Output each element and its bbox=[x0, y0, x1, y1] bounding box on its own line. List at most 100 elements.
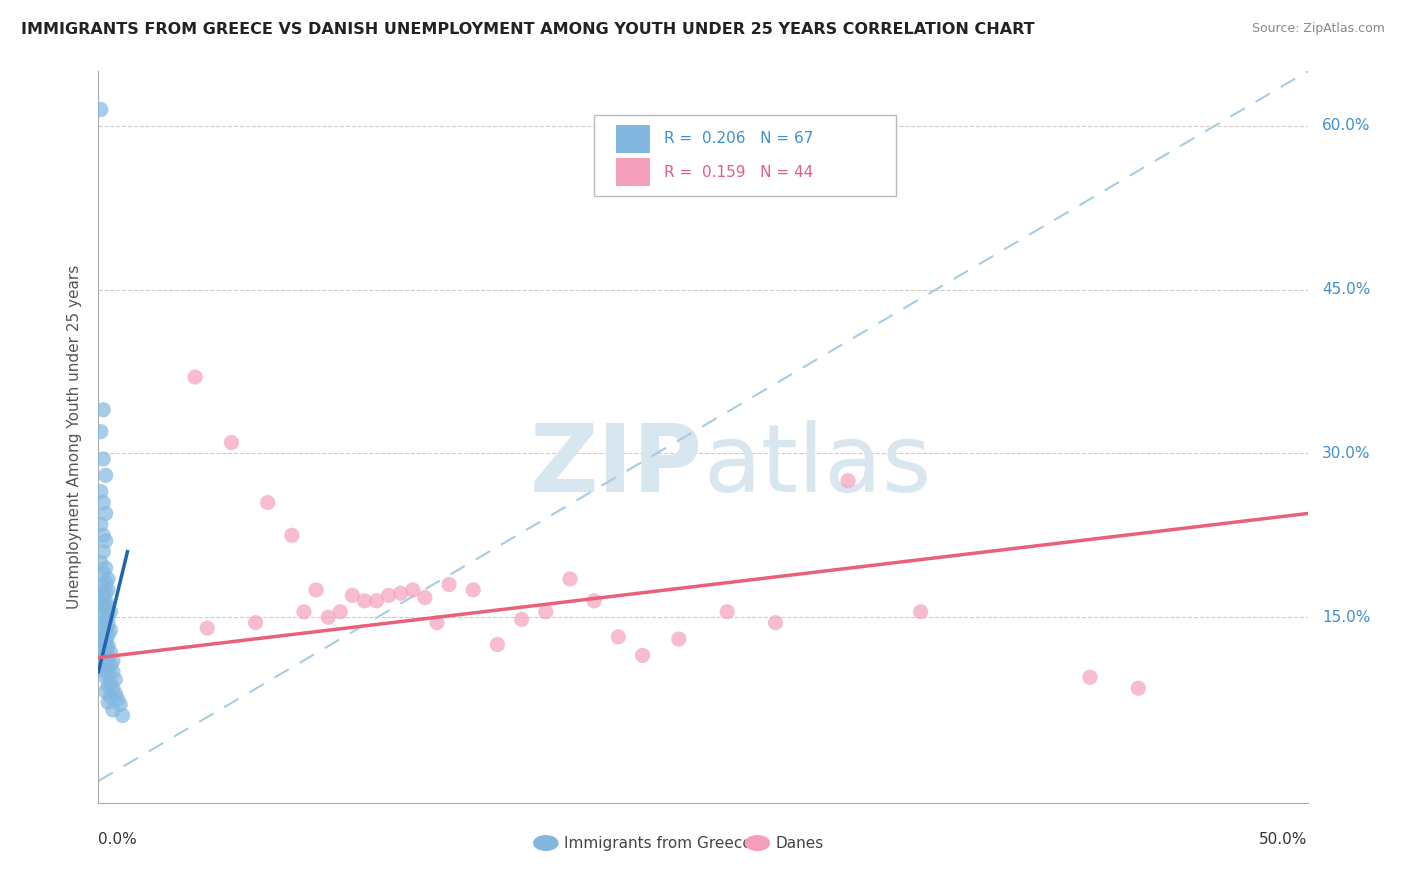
Point bbox=[94, 638, 117, 652]
Point bbox=[94, 561, 117, 575]
Point bbox=[90, 645, 112, 659]
Point bbox=[97, 639, 120, 653]
Point bbox=[97, 649, 120, 664]
Point bbox=[631, 648, 654, 663]
Y-axis label: Unemployment Among Youth under 25 years: Unemployment Among Youth under 25 years bbox=[67, 265, 83, 609]
Point bbox=[100, 658, 122, 673]
Point bbox=[910, 605, 932, 619]
Point bbox=[90, 425, 112, 439]
Point bbox=[94, 634, 117, 648]
Point bbox=[245, 615, 267, 630]
Point bbox=[716, 605, 738, 619]
Point bbox=[100, 690, 122, 704]
Text: R =  0.159   N = 44: R = 0.159 N = 44 bbox=[664, 165, 814, 180]
Point bbox=[94, 659, 117, 673]
Point bbox=[91, 615, 114, 630]
Text: Danes: Danes bbox=[776, 836, 824, 851]
Point bbox=[94, 507, 117, 521]
Point bbox=[94, 612, 117, 626]
Point bbox=[668, 632, 690, 646]
Point bbox=[94, 594, 117, 608]
Point bbox=[101, 703, 124, 717]
Point bbox=[765, 615, 787, 630]
Point bbox=[100, 675, 122, 690]
Point bbox=[91, 643, 114, 657]
Point bbox=[100, 605, 122, 619]
Point bbox=[90, 556, 112, 570]
Point bbox=[101, 681, 124, 695]
Point bbox=[91, 402, 114, 417]
Point bbox=[389, 586, 412, 600]
Point bbox=[91, 607, 114, 621]
Point bbox=[91, 545, 114, 559]
Point bbox=[534, 605, 557, 619]
Circle shape bbox=[745, 836, 769, 850]
Text: R =  0.206   N = 67: R = 0.206 N = 67 bbox=[664, 131, 814, 146]
Point bbox=[91, 663, 114, 677]
Point bbox=[463, 582, 485, 597]
Point bbox=[91, 651, 114, 665]
Point bbox=[94, 648, 117, 662]
Point bbox=[100, 645, 122, 659]
Point bbox=[256, 495, 278, 509]
Point bbox=[90, 484, 112, 499]
Point bbox=[316, 610, 339, 624]
Point bbox=[101, 654, 124, 668]
Point bbox=[94, 533, 117, 548]
Point bbox=[437, 577, 460, 591]
Point bbox=[101, 665, 124, 679]
Point bbox=[91, 588, 114, 602]
Point bbox=[97, 648, 120, 663]
Point bbox=[94, 630, 117, 644]
Text: 45.0%: 45.0% bbox=[1322, 282, 1371, 297]
Point bbox=[97, 679, 120, 693]
Point bbox=[94, 640, 117, 655]
Point bbox=[107, 692, 129, 706]
Point bbox=[292, 605, 315, 619]
Point bbox=[90, 591, 112, 605]
Point bbox=[607, 630, 630, 644]
Point bbox=[91, 528, 114, 542]
Point bbox=[558, 572, 581, 586]
Point bbox=[111, 708, 134, 723]
Point bbox=[91, 597, 114, 611]
Point bbox=[100, 624, 122, 638]
Point bbox=[91, 636, 114, 650]
Point bbox=[305, 582, 328, 597]
FancyBboxPatch shape bbox=[616, 125, 650, 153]
Point bbox=[91, 495, 114, 509]
Point bbox=[377, 588, 399, 602]
Text: Source: ZipAtlas.com: Source: ZipAtlas.com bbox=[1251, 22, 1385, 36]
Point bbox=[94, 651, 117, 665]
Point bbox=[90, 648, 112, 663]
Point bbox=[94, 468, 117, 483]
Point bbox=[90, 632, 112, 646]
Point bbox=[97, 572, 120, 586]
Point bbox=[91, 566, 114, 581]
Point bbox=[329, 605, 352, 619]
Point bbox=[94, 656, 117, 670]
Point bbox=[91, 451, 114, 466]
Text: Immigrants from Greece: Immigrants from Greece bbox=[564, 836, 752, 851]
Point bbox=[91, 656, 114, 670]
Point bbox=[91, 625, 114, 640]
Text: 50.0%: 50.0% bbox=[1260, 832, 1308, 847]
Point bbox=[413, 591, 436, 605]
Text: 15.0%: 15.0% bbox=[1322, 610, 1371, 624]
Circle shape bbox=[534, 836, 558, 850]
Point bbox=[426, 615, 449, 630]
FancyBboxPatch shape bbox=[595, 115, 897, 195]
Text: 30.0%: 30.0% bbox=[1322, 446, 1371, 461]
Point bbox=[281, 528, 304, 542]
Point bbox=[104, 687, 127, 701]
Point bbox=[91, 654, 114, 668]
Text: 60.0%: 60.0% bbox=[1322, 119, 1371, 134]
Point bbox=[221, 435, 243, 450]
Text: IMMIGRANTS FROM GREECE VS DANISH UNEMPLOYMENT AMONG YOUTH UNDER 25 YEARS CORRELA: IMMIGRANTS FROM GREECE VS DANISH UNEMPLO… bbox=[21, 22, 1035, 37]
Point bbox=[1078, 670, 1101, 684]
Point bbox=[94, 670, 117, 684]
Point bbox=[91, 580, 114, 594]
Point bbox=[97, 618, 120, 632]
Point bbox=[510, 612, 533, 626]
Point bbox=[94, 684, 117, 698]
